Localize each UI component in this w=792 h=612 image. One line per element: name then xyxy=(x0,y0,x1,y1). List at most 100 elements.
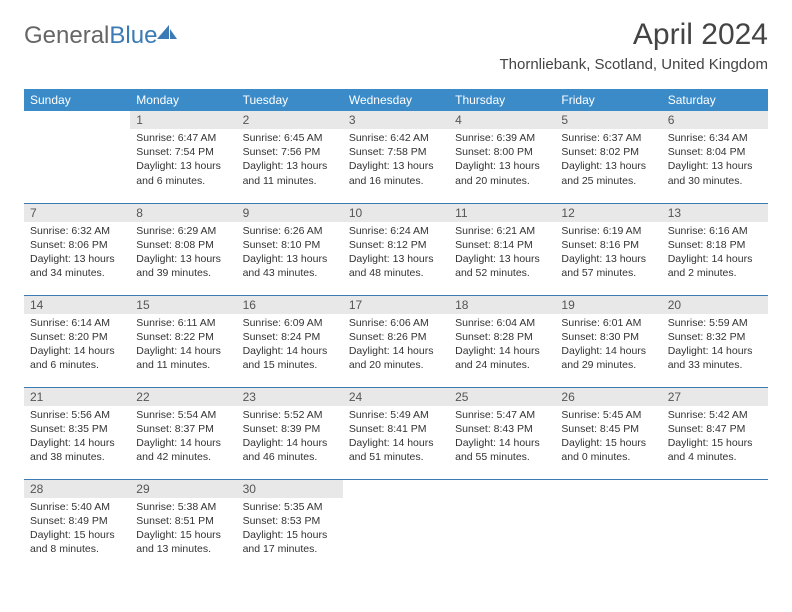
day-data: Sunrise: 6:14 AMSunset: 8:20 PMDaylight:… xyxy=(24,314,130,377)
day-number: 5 xyxy=(555,111,661,129)
day-data: Sunrise: 5:56 AMSunset: 8:35 PMDaylight:… xyxy=(24,406,130,469)
calendar-week: 21Sunrise: 5:56 AMSunset: 8:35 PMDayligh… xyxy=(24,387,768,479)
calendar-day: 4Sunrise: 6:39 AMSunset: 8:00 PMDaylight… xyxy=(449,111,555,203)
logo-general: General xyxy=(24,22,109,49)
day-data: Sunrise: 5:45 AMSunset: 8:45 PMDaylight:… xyxy=(555,406,661,469)
day-data: Sunrise: 5:42 AMSunset: 8:47 PMDaylight:… xyxy=(662,406,768,469)
day-data: Sunrise: 6:29 AMSunset: 8:08 PMDaylight:… xyxy=(130,222,236,285)
day-number: 14 xyxy=(24,296,130,314)
calendar-day: .. xyxy=(555,479,661,571)
weekday-header: Sunday xyxy=(24,89,130,111)
day-data: Sunrise: 6:47 AMSunset: 7:54 PMDaylight:… xyxy=(130,129,236,192)
calendar-day: 29Sunrise: 5:38 AMSunset: 8:51 PMDayligh… xyxy=(130,479,236,571)
day-number: 30 xyxy=(237,480,343,498)
calendar-day: 8Sunrise: 6:29 AMSunset: 8:08 PMDaylight… xyxy=(130,203,236,295)
day-data: Sunrise: 5:47 AMSunset: 8:43 PMDaylight:… xyxy=(449,406,555,469)
header: GeneralBlue April 2024 Thornliebank, Sco… xyxy=(0,0,792,79)
weekday-header: Thursday xyxy=(449,89,555,111)
day-data: Sunrise: 5:49 AMSunset: 8:41 PMDaylight:… xyxy=(343,406,449,469)
day-number: 15 xyxy=(130,296,236,314)
calendar-day: 18Sunrise: 6:04 AMSunset: 8:28 PMDayligh… xyxy=(449,295,555,387)
day-number: 17 xyxy=(343,296,449,314)
day-number: 26 xyxy=(555,388,661,406)
day-data: Sunrise: 6:19 AMSunset: 8:16 PMDaylight:… xyxy=(555,222,661,285)
day-data: Sunrise: 6:01 AMSunset: 8:30 PMDaylight:… xyxy=(555,314,661,377)
title-block: April 2024 Thornliebank, Scotland, Unite… xyxy=(500,18,769,73)
calendar-day: 23Sunrise: 5:52 AMSunset: 8:39 PMDayligh… xyxy=(237,387,343,479)
day-data: Sunrise: 6:24 AMSunset: 8:12 PMDaylight:… xyxy=(343,222,449,285)
day-number: 10 xyxy=(343,204,449,222)
calendar-day: .. xyxy=(662,479,768,571)
day-number: 21 xyxy=(24,388,130,406)
day-data: Sunrise: 5:59 AMSunset: 8:32 PMDaylight:… xyxy=(662,314,768,377)
calendar-day: 25Sunrise: 5:47 AMSunset: 8:43 PMDayligh… xyxy=(449,387,555,479)
day-data: Sunrise: 6:21 AMSunset: 8:14 PMDaylight:… xyxy=(449,222,555,285)
logo-blue: Blue xyxy=(109,22,157,49)
calendar-day: 6Sunrise: 6:34 AMSunset: 8:04 PMDaylight… xyxy=(662,111,768,203)
calendar-day: 15Sunrise: 6:11 AMSunset: 8:22 PMDayligh… xyxy=(130,295,236,387)
day-data: Sunrise: 6:26 AMSunset: 8:10 PMDaylight:… xyxy=(237,222,343,285)
calendar-week: 28Sunrise: 5:40 AMSunset: 8:49 PMDayligh… xyxy=(24,479,768,571)
calendar-day: 9Sunrise: 6:26 AMSunset: 8:10 PMDaylight… xyxy=(237,203,343,295)
day-data: Sunrise: 5:52 AMSunset: 8:39 PMDaylight:… xyxy=(237,406,343,469)
day-number: 24 xyxy=(343,388,449,406)
day-number: 25 xyxy=(449,388,555,406)
day-data: Sunrise: 5:54 AMSunset: 8:37 PMDaylight:… xyxy=(130,406,236,469)
calendar-day: .. xyxy=(343,479,449,571)
calendar-day: 2Sunrise: 6:45 AMSunset: 7:56 PMDaylight… xyxy=(237,111,343,203)
weekday-header: Monday xyxy=(130,89,236,111)
calendar-day: 12Sunrise: 6:19 AMSunset: 8:16 PMDayligh… xyxy=(555,203,661,295)
calendar-day: .. xyxy=(449,479,555,571)
day-data: Sunrise: 5:35 AMSunset: 8:53 PMDaylight:… xyxy=(237,498,343,561)
day-number: 23 xyxy=(237,388,343,406)
logo: GeneralBlue xyxy=(24,22,179,50)
calendar-day: 20Sunrise: 5:59 AMSunset: 8:32 PMDayligh… xyxy=(662,295,768,387)
calendar-day: 10Sunrise: 6:24 AMSunset: 8:12 PMDayligh… xyxy=(343,203,449,295)
calendar-day: 22Sunrise: 5:54 AMSunset: 8:37 PMDayligh… xyxy=(130,387,236,479)
day-number: 4 xyxy=(449,111,555,129)
month-title: April 2024 xyxy=(500,18,769,52)
day-data: Sunrise: 6:04 AMSunset: 8:28 PMDaylight:… xyxy=(449,314,555,377)
day-data: Sunrise: 6:37 AMSunset: 8:02 PMDaylight:… xyxy=(555,129,661,192)
day-data: Sunrise: 6:45 AMSunset: 7:56 PMDaylight:… xyxy=(237,129,343,192)
calendar-week: 7Sunrise: 6:32 AMSunset: 8:06 PMDaylight… xyxy=(24,203,768,295)
day-number: 6 xyxy=(662,111,768,129)
day-number: 7 xyxy=(24,204,130,222)
calendar-body: ..1Sunrise: 6:47 AMSunset: 7:54 PMDaylig… xyxy=(24,111,768,571)
calendar-day: 13Sunrise: 6:16 AMSunset: 8:18 PMDayligh… xyxy=(662,203,768,295)
day-data: Sunrise: 5:38 AMSunset: 8:51 PMDaylight:… xyxy=(130,498,236,561)
day-data: Sunrise: 6:11 AMSunset: 8:22 PMDaylight:… xyxy=(130,314,236,377)
calendar-day: 11Sunrise: 6:21 AMSunset: 8:14 PMDayligh… xyxy=(449,203,555,295)
calendar-day: 24Sunrise: 5:49 AMSunset: 8:41 PMDayligh… xyxy=(343,387,449,479)
day-number: 13 xyxy=(662,204,768,222)
calendar-week: 14Sunrise: 6:14 AMSunset: 8:20 PMDayligh… xyxy=(24,295,768,387)
day-data: Sunrise: 5:40 AMSunset: 8:49 PMDaylight:… xyxy=(24,498,130,561)
logo-sail-icon xyxy=(157,25,179,41)
calendar-day: 27Sunrise: 5:42 AMSunset: 8:47 PMDayligh… xyxy=(662,387,768,479)
day-data: Sunrise: 6:39 AMSunset: 8:00 PMDaylight:… xyxy=(449,129,555,192)
day-number: 19 xyxy=(555,296,661,314)
day-number: 1 xyxy=(130,111,236,129)
calendar-day: 28Sunrise: 5:40 AMSunset: 8:49 PMDayligh… xyxy=(24,479,130,571)
day-number: 18 xyxy=(449,296,555,314)
weekday-header: Wednesday xyxy=(343,89,449,111)
day-data: Sunrise: 6:34 AMSunset: 8:04 PMDaylight:… xyxy=(662,129,768,192)
location: Thornliebank, Scotland, United Kingdom xyxy=(500,56,769,73)
calendar-day: 19Sunrise: 6:01 AMSunset: 8:30 PMDayligh… xyxy=(555,295,661,387)
weekday-header: Saturday xyxy=(662,89,768,111)
day-number: 29 xyxy=(130,480,236,498)
day-number: 3 xyxy=(343,111,449,129)
day-number: 16 xyxy=(237,296,343,314)
weekday-header: Friday xyxy=(555,89,661,111)
day-number: 11 xyxy=(449,204,555,222)
day-number: 27 xyxy=(662,388,768,406)
day-number: 22 xyxy=(130,388,236,406)
day-data: Sunrise: 6:16 AMSunset: 8:18 PMDaylight:… xyxy=(662,222,768,285)
calendar-day: 17Sunrise: 6:06 AMSunset: 8:26 PMDayligh… xyxy=(343,295,449,387)
logo-text: GeneralBlue xyxy=(24,22,157,50)
day-number: 9 xyxy=(237,204,343,222)
day-data: Sunrise: 6:06 AMSunset: 8:26 PMDaylight:… xyxy=(343,314,449,377)
calendar-day: .. xyxy=(24,111,130,203)
day-data: Sunrise: 6:42 AMSunset: 7:58 PMDaylight:… xyxy=(343,129,449,192)
calendar-header: SundayMondayTuesdayWednesdayThursdayFrid… xyxy=(24,89,768,111)
